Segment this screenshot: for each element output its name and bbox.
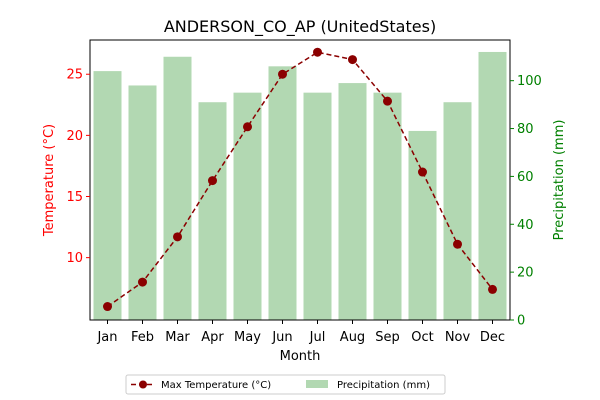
x-axis: Jan Feb Mar Apr May Jun Jul Aug Sep Oct Nov Dec [96,320,505,345]
temperature-point [243,122,252,132]
temperature-line [103,47,497,312]
x-tick-label: Dec [480,330,505,345]
x-tick-label: Nov [445,330,471,345]
legend-precipitation-swatch [306,380,328,388]
temperature-point [348,55,357,65]
y-left-tick-label: 25 [66,68,83,83]
temperature-point [208,176,217,186]
legend-precipitation-label: Precipitation (mm) [337,380,430,391]
x-tick-label: Jul [309,330,326,345]
x-tick-label: Apr [201,330,224,345]
y-axis-right-label: Precipitation (mm) [552,120,567,241]
y-right-tick-label: 40 [517,218,534,233]
y-left-tick-label: 10 [66,251,83,266]
y-left-tick-label: 15 [66,190,83,205]
x-tick-label: Oct [411,330,433,345]
y-axis-left-label: Temperature (°C) [42,124,57,237]
temperature-point [313,47,322,57]
chart-title: ANDERSON_CO_AP (UnitedStates) [164,17,436,37]
y-left-tick-label: 20 [66,129,83,144]
temperature-point [418,167,427,177]
precipitation-bar [408,130,437,320]
y-right-tick-label: 60 [517,170,534,185]
legend-temperature-label: Max Temperature (°C) [161,380,271,391]
precipitation-bar [443,102,472,320]
y-right-tick-label: 100 [517,74,542,89]
temperature-point [173,232,182,242]
x-tick-label: Jun [271,330,292,345]
y-axis-left: 10 15 20 25 [66,68,90,266]
temperature-point [453,239,462,249]
legend-box [125,374,446,395]
x-tick-label: Feb [131,330,154,345]
precipitation-bar [338,83,367,320]
legend-temperature-marker-swatch [139,380,147,389]
precipitation-bar [268,66,297,320]
x-tick-label: May [234,330,261,345]
precipitation-bar [303,92,332,321]
temperature-point [103,302,112,312]
x-tick-label: Jan [96,330,117,345]
precipitation-bar [478,51,507,320]
y-right-tick-label: 0 [517,314,525,329]
y-right-tick-label: 80 [517,122,534,137]
y-axis-right: 0 20 40 60 80 100 [510,74,542,329]
temperature-series-line [107,51,494,308]
temperature-point [383,96,392,106]
temperature-point [488,284,497,294]
precipitation-bar [163,56,192,320]
temperature-point [138,277,147,287]
precipitation-bars [93,51,507,321]
x-axis-label: Month [280,349,321,364]
y-right-tick-label: 20 [517,266,534,281]
precipitation-bar [93,71,122,320]
precipitation-bar [198,102,227,320]
temperature-point [278,69,287,79]
x-tick-label: Sep [375,330,400,345]
plot-frame [89,39,511,321]
x-tick-label: Mar [165,330,190,345]
x-tick-label: Aug [340,330,365,345]
legend: Max Temperature (°C) Precipitation (mm) [125,374,446,395]
precipitation-bar [373,92,402,321]
